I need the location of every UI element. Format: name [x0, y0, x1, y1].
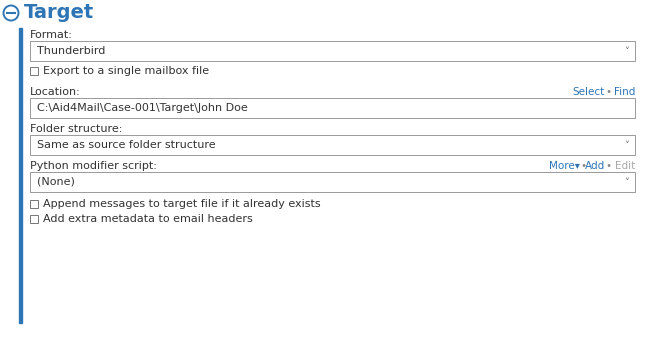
Text: Target: Target — [24, 3, 94, 23]
Text: •: • — [603, 161, 615, 171]
Text: •: • — [603, 87, 615, 97]
Text: Edit: Edit — [614, 161, 635, 171]
Text: ˅: ˅ — [624, 47, 629, 57]
Text: Add: Add — [584, 161, 605, 171]
Text: ˅: ˅ — [624, 141, 629, 151]
FancyBboxPatch shape — [30, 172, 635, 192]
FancyBboxPatch shape — [30, 200, 38, 208]
FancyBboxPatch shape — [30, 41, 635, 61]
FancyBboxPatch shape — [30, 215, 38, 223]
Text: Folder structure:: Folder structure: — [30, 124, 122, 134]
FancyBboxPatch shape — [30, 98, 635, 118]
Text: Append messages to target file if it already exists: Append messages to target file if it alr… — [43, 199, 321, 209]
Text: Thunderbird: Thunderbird — [37, 46, 105, 56]
Text: C:\Aid4Mail\Case-001\Target\John Doe: C:\Aid4Mail\Case-001\Target\John Doe — [37, 103, 247, 113]
Text: ˅: ˅ — [624, 178, 629, 188]
Text: Export to a single mailbox file: Export to a single mailbox file — [43, 66, 209, 76]
FancyBboxPatch shape — [30, 67, 38, 75]
Text: Find: Find — [614, 87, 635, 97]
Text: Add extra metadata to email headers: Add extra metadata to email headers — [43, 214, 253, 224]
Text: Location:: Location: — [30, 87, 81, 97]
Text: More▾: More▾ — [549, 161, 580, 171]
Text: (None): (None) — [37, 177, 75, 187]
Text: Same as source folder structure: Same as source folder structure — [37, 140, 215, 150]
Text: Format:: Format: — [30, 30, 73, 40]
Circle shape — [3, 5, 18, 20]
Text: Python modifier script:: Python modifier script: — [30, 161, 157, 171]
FancyBboxPatch shape — [30, 135, 635, 155]
Bar — [19, 28, 22, 323]
Text: Select: Select — [573, 87, 605, 97]
Text: •: • — [578, 161, 590, 171]
